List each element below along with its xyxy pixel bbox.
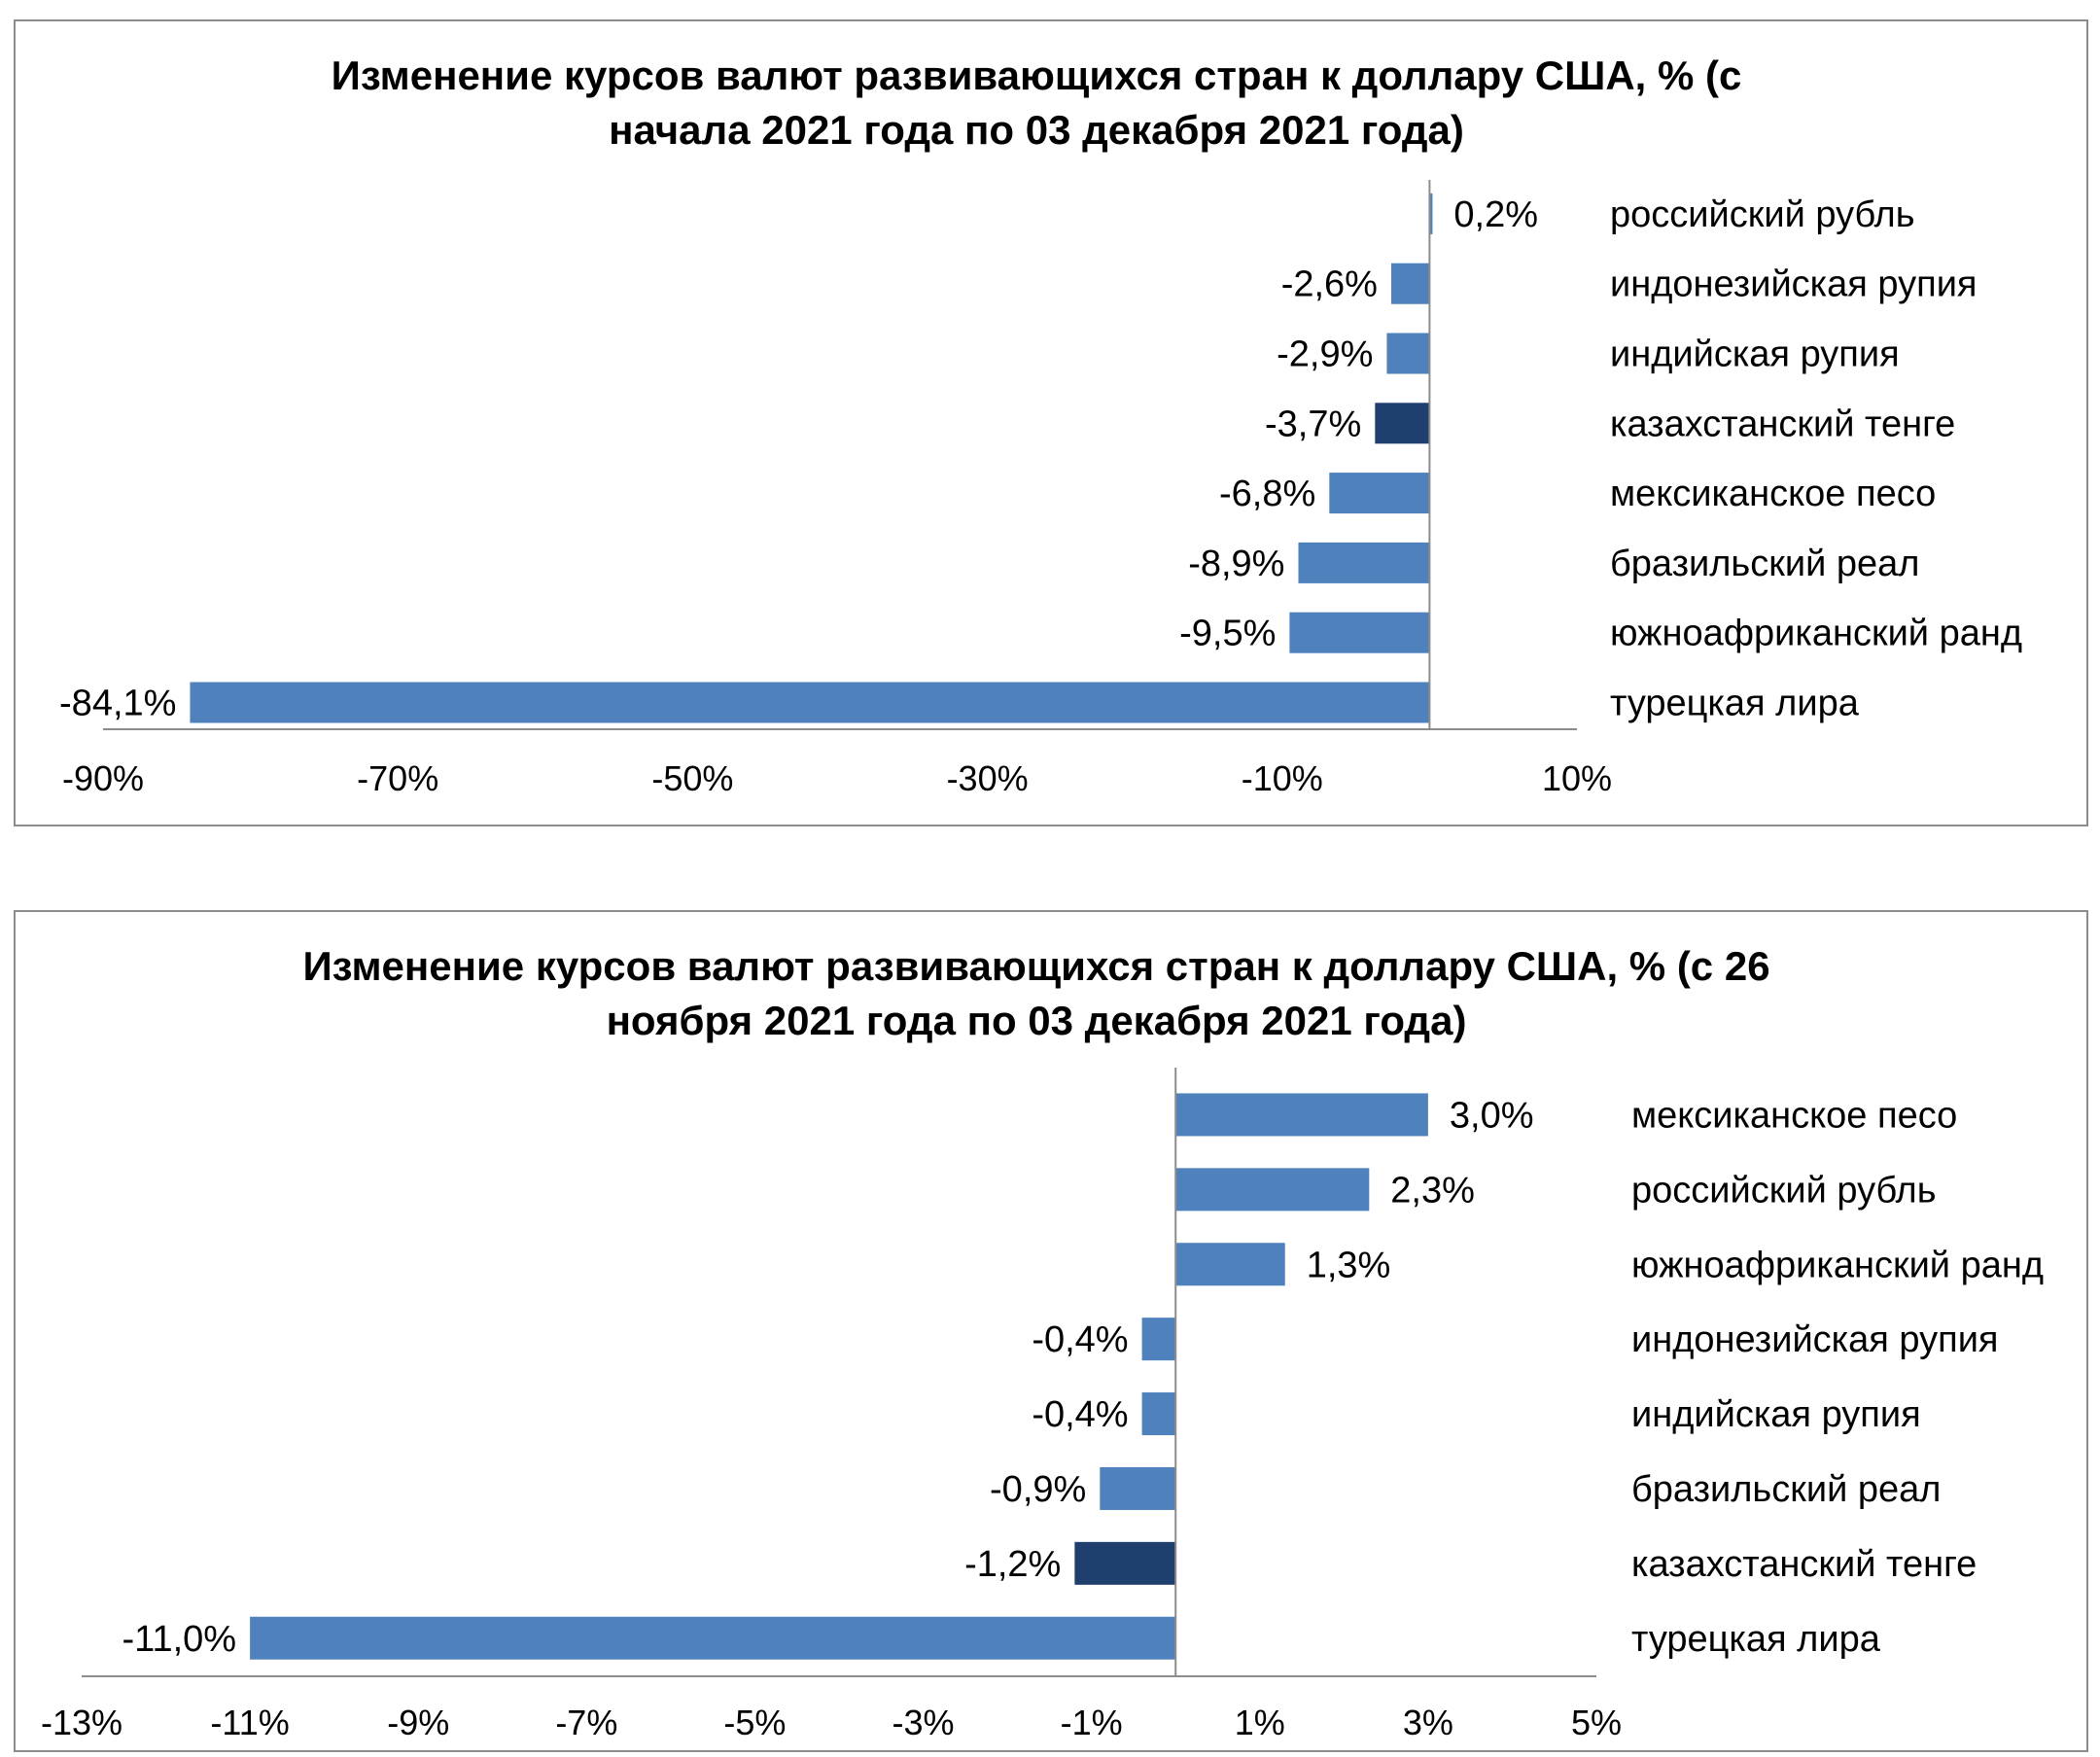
data-label: -2,6% — [1281, 264, 1378, 305]
category-label: мексиканское песо — [1631, 1095, 1957, 1136]
x-tick-label: 1% — [1235, 1703, 1285, 1742]
category-label: казахстанский тенге — [1610, 404, 1955, 444]
x-tick-label: 5% — [1571, 1703, 1622, 1742]
x-tick-label: -30% — [947, 758, 1029, 798]
x-tick-label: -1% — [1061, 1703, 1123, 1742]
category-label: индийская рупия — [1610, 334, 1900, 375]
data-label: 1,3% — [1307, 1245, 1391, 1285]
category-label: российский рубль — [1610, 194, 1915, 235]
bar — [1386, 333, 1430, 374]
x-tick-label: -10% — [1242, 758, 1323, 798]
bar — [1175, 1243, 1285, 1286]
bar — [1100, 1466, 1176, 1510]
data-label: -9,5% — [1179, 614, 1276, 654]
x-tick-label: -9% — [387, 1703, 449, 1742]
x-tick-label: -11% — [210, 1703, 289, 1742]
bar — [1329, 473, 1430, 514]
chart-title-line-1: Изменение курсов валют развивающихся стр… — [331, 53, 1742, 98]
chart-panel-1: Изменение курсов валют развивающихся стр… — [14, 19, 2088, 826]
category-label: южноафриканский ранд — [1631, 1245, 2044, 1285]
x-tick-label: 3% — [1403, 1703, 1453, 1742]
bar — [1375, 403, 1430, 444]
category-label: российский рубль — [1631, 1170, 1937, 1211]
chart-title: Изменение курсов валют развивающихся стр… — [16, 939, 2057, 1048]
category-label: бразильский реал — [1610, 544, 1919, 584]
category-label: индонезийская рупия — [1631, 1319, 1999, 1360]
bar-chart-1: 0,2% российский рубль -2,6% индонезийская р… — [59, 180, 2022, 798]
chart-panel-2: Изменение курсов валют развивающихся стр… — [14, 910, 2088, 1752]
data-label: -0,9% — [990, 1469, 1086, 1510]
data-label: -84,1% — [59, 684, 176, 724]
x-tick-label: -50% — [651, 758, 733, 798]
x-tick-label: -5% — [723, 1703, 786, 1742]
x-tick-label: -70% — [357, 758, 438, 798]
bar — [1175, 1093, 1428, 1137]
bar — [1289, 612, 1430, 653]
bar — [190, 682, 1430, 723]
x-tick-label: -3% — [892, 1703, 955, 1742]
data-label: -6,8% — [1219, 474, 1315, 514]
x-tick-label: 10% — [1542, 758, 1612, 798]
category-label: индийская рупия — [1631, 1394, 1921, 1435]
bar — [250, 1616, 1176, 1660]
data-label: -11,0% — [122, 1619, 237, 1660]
chart-title: Изменение курсов валют развивающихся стр… — [16, 49, 2057, 158]
category-label: индонезийская рупия — [1610, 264, 1978, 305]
bar — [1074, 1541, 1176, 1585]
category-label: южноафриканский ранд — [1610, 614, 2022, 654]
data-label: -8,9% — [1188, 544, 1284, 584]
data-label: -0,4% — [1032, 1319, 1128, 1360]
category-label: турецкая лира — [1610, 684, 1860, 724]
data-label: 0,2% — [1453, 194, 1538, 235]
data-label: -2,9% — [1277, 334, 1373, 375]
category-label: бразильский реал — [1631, 1469, 1941, 1510]
bar — [1429, 193, 1433, 234]
bar — [1175, 1168, 1370, 1212]
bar — [1298, 542, 1430, 583]
category-label: казахстанский тенге — [1631, 1544, 1977, 1585]
chart-title-line-2: начала 2021 года по 03 декабря 2021 года… — [609, 107, 1464, 153]
category-label: турецкая лира — [1631, 1619, 1881, 1660]
chart-title-line-2: ноября 2021 года по 03 декабря 2021 года… — [606, 998, 1467, 1043]
category-label: мексиканское песо — [1610, 474, 1936, 514]
bar — [1141, 1392, 1176, 1436]
data-label: -1,2% — [964, 1544, 1061, 1585]
bar — [1141, 1318, 1176, 1361]
data-label: 2,3% — [1390, 1170, 1475, 1211]
bar — [1390, 263, 1430, 304]
chart-title-line-1: Изменение курсов валют развивающихся стр… — [302, 943, 1770, 989]
x-tick-label: -7% — [555, 1703, 617, 1742]
data-label: -0,4% — [1032, 1394, 1128, 1435]
data-label: 3,0% — [1450, 1095, 1534, 1136]
x-tick-label: -90% — [62, 758, 144, 798]
data-label: -3,7% — [1265, 404, 1361, 444]
bar-chart-2: 3,0% мексиканское песо 2,3% российский рубл… — [41, 1068, 2044, 1742]
x-tick-label: -13% — [41, 1703, 122, 1742]
